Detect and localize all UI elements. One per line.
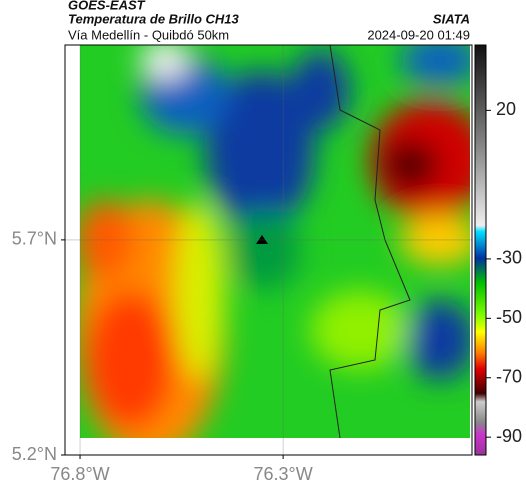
frame	[64, 44, 473, 456]
colorbar-tick-label: -50	[496, 307, 522, 327]
axes: 76.8°W 76.3°W 5.2°N 5.7°N 20 -30 -50 -70 -90	[12, 45, 522, 484]
colorbar-tick-label: -70	[496, 367, 522, 387]
colorbar	[474, 44, 487, 456]
colorbar-tick-label: -90	[496, 426, 522, 446]
datetime: 2024-09-20 01:49	[367, 27, 470, 42]
subtitle: Vía Medellín - Quibdó 50km	[68, 27, 229, 42]
source: GOES-EAST	[68, 0, 146, 12]
x-tick-label: 76.8°W	[50, 464, 109, 484]
title: Temperatura de Brillo CH13	[68, 11, 240, 26]
colorbar-tick-label: -30	[496, 248, 522, 268]
colorbar-tick-label: 20	[496, 99, 516, 119]
temperature-field	[80, 45, 470, 438]
y-tick-label: 5.7°N	[12, 229, 57, 249]
location-marker	[256, 235, 268, 244]
y-tick-label: 5.2°N	[12, 444, 57, 464]
x-tick-label: 76.3°W	[254, 464, 313, 484]
brand: SIATA	[433, 11, 470, 26]
